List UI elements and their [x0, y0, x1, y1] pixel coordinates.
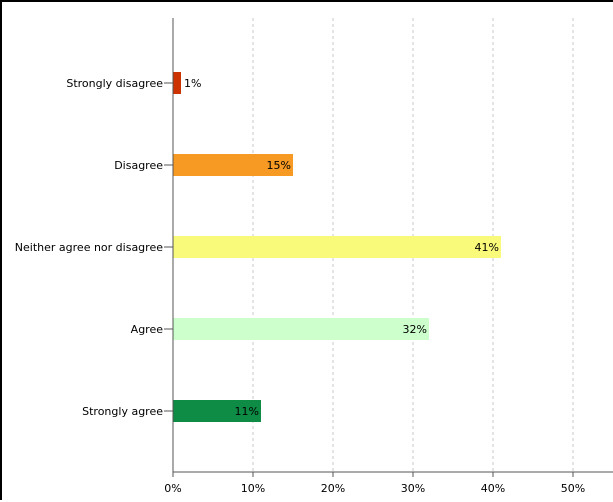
gridlines: [252, 18, 574, 472]
x-tick-label: 0%: [164, 482, 181, 495]
axes: [164, 18, 613, 477]
category-label: Strongly disagree: [66, 77, 163, 90]
bar-neither-agree-nor-disagree: [173, 236, 501, 258]
data-label: 15%: [267, 159, 291, 172]
data-labels: 1% 15% 41% 32% 11%: [184, 77, 499, 418]
x-tick-label: 10%: [241, 482, 265, 495]
x-tick-label: 50%: [561, 482, 585, 495]
category-label: Neither agree nor disagree: [15, 241, 163, 254]
x-tick-labels: 0% 10% 20% 30% 40% 50%: [164, 482, 585, 495]
data-label: 11%: [235, 405, 259, 418]
category-labels: Strongly disagree Disagree Neither agree n…: [15, 77, 163, 418]
bar-agree: [173, 318, 429, 340]
bar-disagree: [173, 154, 293, 176]
category-label: Strongly agree: [82, 405, 163, 418]
category-label: Agree: [131, 323, 164, 336]
data-label: 41%: [475, 241, 499, 254]
data-label: 1%: [184, 77, 201, 90]
bar-strongly-disagree: [173, 72, 181, 94]
x-tick-label: 40%: [481, 482, 505, 495]
category-label: Disagree: [114, 159, 163, 172]
x-tick-label: 30%: [401, 482, 425, 495]
x-tick-label: 20%: [321, 482, 345, 495]
bar-strongly-agree: [173, 400, 261, 422]
bars: [173, 72, 501, 422]
data-label: 32%: [403, 323, 427, 336]
